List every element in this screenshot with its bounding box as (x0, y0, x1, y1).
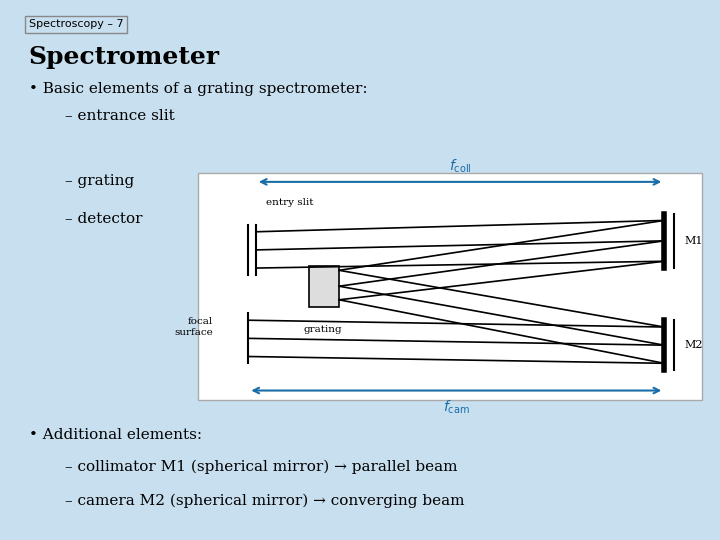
Text: • Basic elements of a grating spectrometer:: • Basic elements of a grating spectromet… (29, 82, 367, 96)
Text: Spectroscopy – 7: Spectroscopy – 7 (29, 19, 123, 29)
Text: $f_\mathrm{coll}$: $f_\mathrm{coll}$ (449, 158, 472, 176)
Bar (198, 173, 702, 400)
Text: M1: M1 (684, 236, 703, 246)
Text: $f_\mathrm{cam}$: $f_\mathrm{cam}$ (443, 399, 469, 416)
Text: • Additional elements:: • Additional elements: (29, 428, 202, 442)
Text: Spectrometer: Spectrometer (29, 45, 220, 69)
Text: – collimator M1 (spherical mirror) → parallel beam: – collimator M1 (spherical mirror) → par… (65, 460, 457, 474)
Text: – entrance slit: – entrance slit (65, 109, 174, 123)
Text: entry slit: entry slit (266, 198, 313, 207)
Text: grating: grating (304, 325, 343, 334)
Text: focal
surface: focal surface (174, 318, 213, 337)
Text: – camera M2 (spherical mirror) → converging beam: – camera M2 (spherical mirror) → converg… (65, 494, 464, 508)
Text: – grating: – grating (65, 174, 134, 188)
Polygon shape (309, 266, 339, 307)
Text: – detector: – detector (65, 212, 143, 226)
Text: M2: M2 (684, 340, 703, 350)
